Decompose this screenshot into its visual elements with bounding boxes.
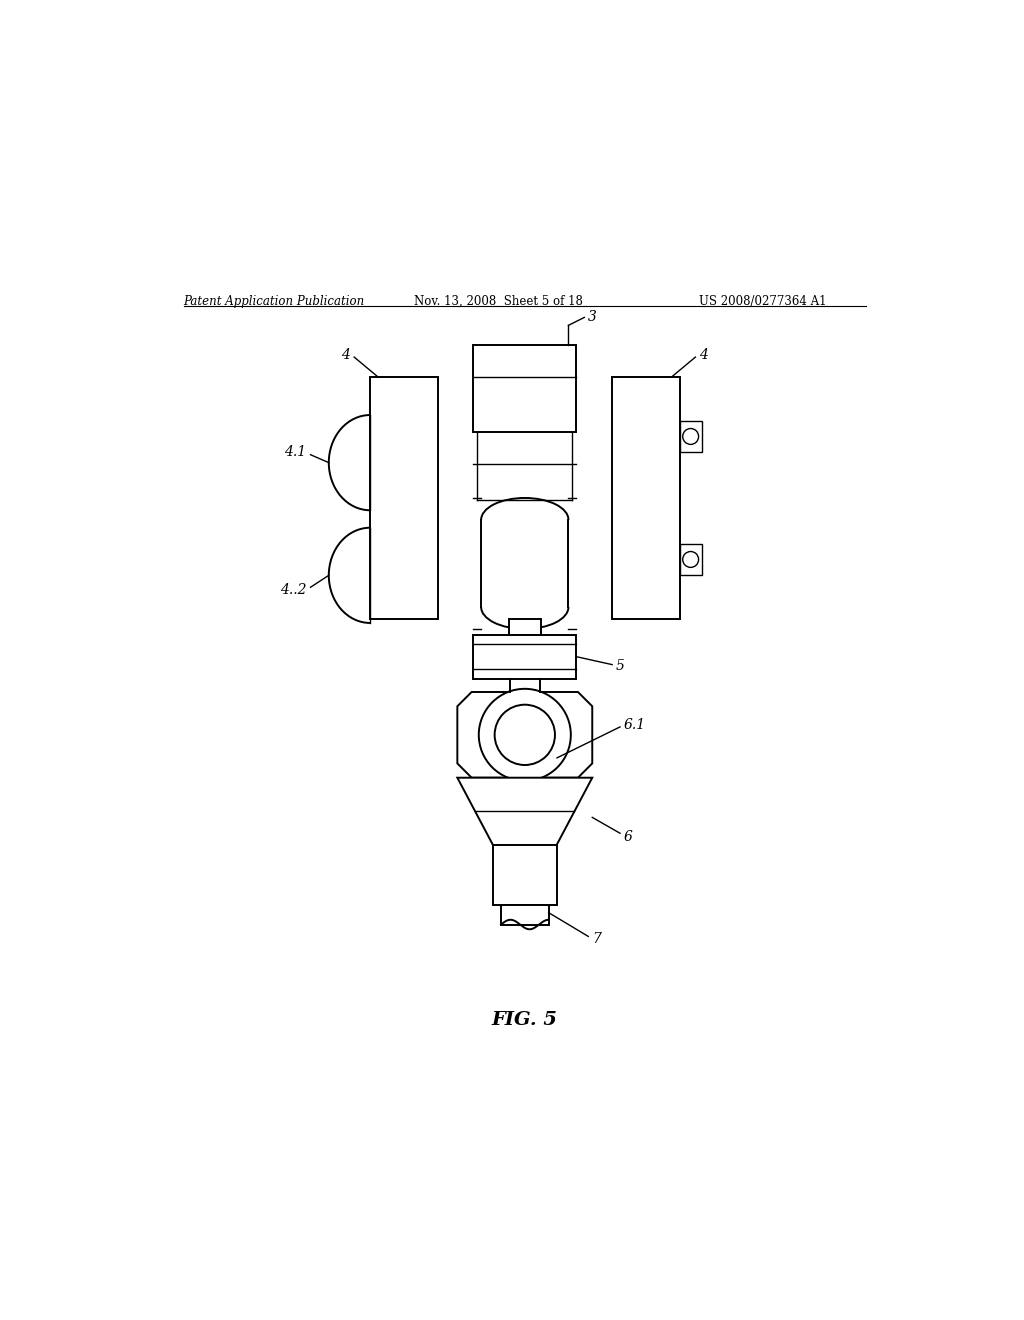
Text: 4: 4 [341, 347, 350, 362]
Text: FIG. 5: FIG. 5 [492, 1011, 558, 1028]
Text: 4.1: 4.1 [285, 445, 306, 459]
Text: 3: 3 [588, 310, 597, 325]
Bar [370, 378, 437, 619]
Bar [680, 421, 701, 453]
Text: 6: 6 [624, 830, 633, 845]
Circle shape [495, 705, 555, 766]
Bar [612, 378, 680, 619]
Bar [509, 619, 541, 635]
Circle shape [479, 689, 570, 781]
Bar [473, 346, 577, 433]
Text: 4..2: 4..2 [280, 582, 306, 597]
Text: US 2008/0277364 A1: US 2008/0277364 A1 [699, 296, 827, 308]
Bar [494, 845, 557, 904]
Bar [501, 904, 549, 924]
Polygon shape [458, 777, 592, 845]
Text: 4: 4 [699, 347, 709, 362]
Bar [680, 544, 701, 576]
Text: Nov. 13, 2008  Sheet 5 of 18: Nov. 13, 2008 Sheet 5 of 18 [414, 296, 583, 308]
Text: 5: 5 [616, 659, 625, 673]
Circle shape [683, 552, 698, 568]
Text: 7: 7 [592, 932, 601, 946]
Text: 6.1: 6.1 [624, 718, 646, 731]
Text: Patent Application Publication: Patent Application Publication [183, 296, 365, 308]
Bar [473, 635, 577, 678]
Polygon shape [458, 692, 592, 777]
Circle shape [683, 429, 698, 445]
